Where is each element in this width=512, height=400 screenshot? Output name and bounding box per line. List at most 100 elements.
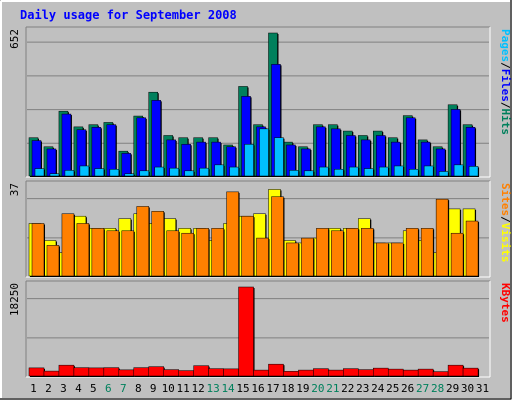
kbytes-kbytes-bar-day-10	[163, 369, 179, 377]
kbytes-kbytes-bar-day-9	[148, 366, 164, 377]
visits-sites-bar-day-28	[435, 198, 449, 277]
hits-legend: Pages/Files/Hits	[499, 29, 512, 135]
hits-legend-item-2: Files	[499, 69, 512, 102]
day-label-5: 5	[90, 382, 97, 395]
visits-sites-bar-day-8	[136, 206, 150, 277]
visits-sites-bar-day-5	[91, 228, 105, 277]
day-label-26: 26	[401, 382, 414, 395]
visits-sites-bar-day-11	[181, 232, 194, 277]
visits-sites-bar-day-27	[420, 228, 434, 277]
hits-pages-bar-day-18	[289, 170, 299, 177]
hits-files-bar-day-21	[331, 128, 341, 177]
hits-pages-bar-day-5	[94, 168, 105, 177]
hits-pages-bar-day-22	[349, 166, 359, 177]
visits-sites-bar-day-20	[316, 228, 329, 277]
kbytes-kbytes-bar-day-25	[387, 368, 404, 377]
day-label-21: 21	[326, 382, 339, 395]
day-label-11: 11	[177, 382, 190, 395]
day-label-31: 31	[476, 382, 489, 395]
hits-pages-bar-day-28	[438, 171, 449, 177]
kbytes-kbytes-bar-day-29	[447, 364, 464, 377]
hits-pages-bar-day-30	[468, 166, 479, 177]
kbytes-kbytes-bar-day-19	[298, 369, 314, 377]
day-label-30: 30	[461, 382, 474, 395]
day-label-25: 25	[386, 382, 399, 395]
chart-title: Daily usage for September 2008	[20, 8, 237, 22]
kbytes-kbytes-bar-day-7	[118, 369, 135, 377]
kbytes-kbytes-bar-day-20	[313, 368, 329, 377]
day-label-6: 6	[105, 382, 112, 395]
day-label-29: 29	[446, 382, 459, 395]
kbytes-kbytes-bar-day-14	[223, 368, 239, 377]
visits-sites-bar-day-1	[31, 223, 45, 277]
visits-sites-bar-day-22	[346, 228, 359, 277]
day-label-15: 15	[236, 382, 249, 395]
day-axis: 1 2 3 4 5 6 7 8 9 10 11 12 13 14 15 16 17 18 19 20 21 22 23 24 2…	[30, 382, 489, 395]
day-label-8: 8	[135, 382, 142, 395]
visits-sites-bar-day-17	[271, 196, 284, 277]
hits-pages-bar-day-10	[169, 167, 179, 177]
hits-pages-bar-day-26	[408, 169, 419, 177]
kbytes-legend-item-0: KBytes	[499, 283, 512, 323]
visits-sites-bar-day-10	[166, 230, 179, 277]
visits-panel: 37 Sites/Visits	[8, 180, 512, 278]
hits-files-bar-day-6	[106, 124, 117, 177]
hits-pages-bar-day-19	[304, 170, 314, 177]
visits-sites-bar-day-21	[331, 230, 344, 277]
hits-legend-item-3: /	[499, 102, 512, 109]
kbytes-scale-label: 18250	[8, 283, 21, 316]
hits-pages-bar-day-14	[229, 166, 239, 177]
kbytes-kbytes-bar-day-3	[58, 364, 75, 377]
day-label-16: 16	[251, 382, 264, 395]
hits-files-bar-day-7	[121, 153, 132, 177]
day-label-24: 24	[371, 382, 385, 395]
hits-pages-bar-day-9	[154, 166, 164, 177]
hits-pages-bar-day-13	[214, 164, 224, 177]
visits-sites-bar-day-2	[46, 245, 60, 277]
visits-sites-bar-day-30	[465, 220, 479, 277]
day-label-22: 22	[341, 382, 354, 395]
kbytes-kbytes-bar-day-13	[208, 368, 224, 377]
visits-legend-item-0: Sites	[499, 183, 512, 216]
visits-legend-item-2: Visits	[499, 223, 512, 263]
kbytes-kbytes-bar-day-11	[178, 370, 194, 377]
visits-sites-bar-day-7	[121, 230, 135, 277]
hits-pages-bar-day-17	[274, 137, 284, 177]
hits-files-bar-day-2	[46, 148, 57, 177]
day-label-4: 4	[75, 382, 82, 395]
visits-sites-bar-day-15	[241, 215, 254, 277]
hits-pages-bar-day-4	[79, 165, 90, 177]
kbytes-kbytes-bar-day-22	[343, 368, 359, 377]
day-label-7: 7	[120, 382, 127, 395]
hits-pages-bar-day-25	[393, 165, 404, 177]
day-label-12: 12	[192, 382, 205, 395]
day-label-28: 28	[431, 382, 444, 395]
hits-pages-bar-day-16	[259, 128, 269, 177]
hits-legend-item-1: /	[499, 62, 512, 69]
kbytes-kbytes-bar-day-16	[253, 369, 269, 377]
hits-pages-bar-day-12	[199, 167, 209, 177]
day-label-20: 20	[311, 382, 324, 395]
visits-sites-bar-day-19	[301, 237, 314, 277]
hits-pages-bar-day-3	[64, 170, 75, 177]
visits-legend-item-1: /	[499, 216, 512, 223]
visits-sites-bar-day-25	[390, 242, 404, 277]
kbytes-kbytes-bar-day-8	[133, 367, 150, 377]
hits-pages-bar-day-24	[379, 166, 389, 177]
day-label-27: 27	[416, 382, 429, 395]
hits-pages-bar-day-20	[319, 166, 329, 177]
kbytes-kbytes-bar-day-4	[73, 367, 90, 377]
day-label-9: 9	[150, 382, 157, 395]
visits-sites-bar-day-16	[256, 237, 269, 277]
kbytes-kbytes-bar-day-1	[28, 367, 45, 377]
day-label-2: 2	[45, 382, 52, 395]
visits-sites-bar-day-26	[405, 228, 419, 277]
day-label-18: 18	[281, 382, 294, 395]
hits-pages-bar-day-8	[139, 170, 150, 177]
kbytes-legend: KBytes	[499, 283, 512, 323]
hits-pages-bar-day-21	[334, 169, 344, 177]
hits-pages-bar-day-1	[34, 168, 45, 177]
kbytes-kbytes-bar-day-30	[462, 367, 479, 377]
